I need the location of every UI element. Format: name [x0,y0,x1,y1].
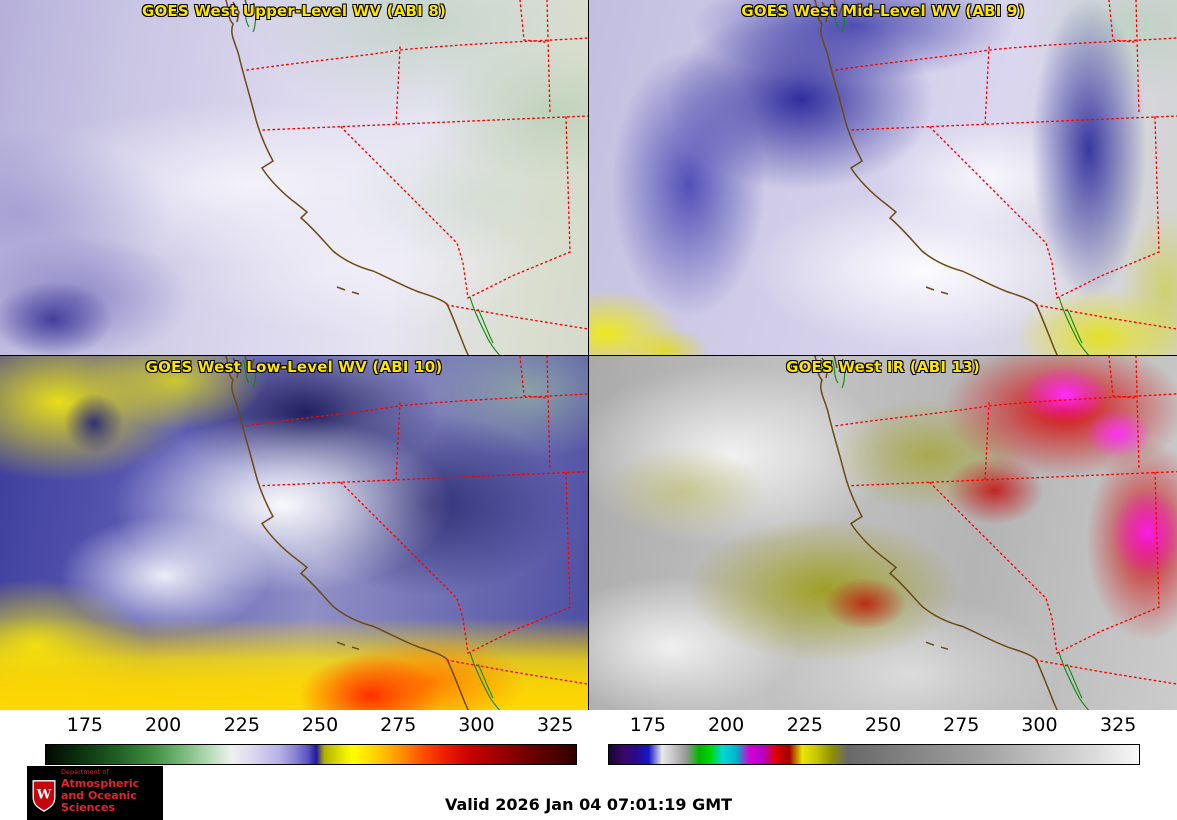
map-boundaries-overlay [0,0,588,355]
crest-letter: W [36,788,52,803]
tick-label: 325 [1100,714,1137,736]
logo-text: Department of Atmospheric and Oceanic Sc… [61,768,159,815]
tick-label: 250 [301,714,339,736]
tick-label: 200 [707,714,745,736]
panel-ir: GOES West IR (ABI 13) [589,356,1177,710]
uw-aos-logo: W Department of Atmospheric and Oceanic … [27,766,163,820]
low-level-wv-imagery [0,356,588,710]
tick-label: 275 [380,714,417,736]
panel-low-level-wv: GOES West Low-Level WV (ABI 10) [0,356,588,710]
panel-title-abi10: GOES West Low-Level WV (ABI 10) [145,358,443,376]
tick-label: 300 [1021,714,1058,736]
tick-label: 175 [66,714,104,736]
panel-title-abi8: GOES West Upper-Level WV (ABI 8) [141,2,447,20]
tick-label: 200 [144,714,182,736]
panel-title-abi13: GOES West IR (ABI 13) [786,358,980,376]
tick-label: 325 [537,714,574,736]
tick-label: 275 [943,714,980,736]
tick-label: 225 [223,714,260,736]
map-boundaries-overlay [589,356,1177,710]
panel-mid-level-wv: GOES West Mid-Level WV (ABI 9) [589,0,1177,355]
ir-colorbar [608,744,1140,765]
upper-level-wv-imagery [0,0,588,355]
logo-name-line1: Atmospheric [61,777,140,791]
logo-dept-line: Department of [61,768,109,776]
wv-colorbar-ticks: 175 200 225 250 275 300 325 [45,714,577,740]
map-boundaries-overlay [589,0,1177,355]
panel-upper-level-wv: GOES West Upper-Level WV (ABI 8) [0,0,588,355]
uw-crest-icon: W [32,780,56,812]
valid-time-label: Valid 2026 Jan 04 07:01:19 GMT [444,795,733,814]
map-boundaries-overlay [0,356,588,710]
quad-panel-grid: GOES West Upper-Level WV (ABI 8) GOES We… [0,0,1177,710]
mid-level-wv-imagery [589,0,1177,355]
ir-imagery [589,356,1177,710]
panel-title-abi9: GOES West Mid-Level WV (ABI 9) [741,2,1025,20]
logo-name-line2: and Oceanic Sciences [61,789,137,815]
ir-colorbar-ticks: 175 200 225 250 275 300 325 [608,714,1140,740]
tick-label: 250 [864,714,902,736]
wv-colorbar [45,744,577,765]
tick-label: 300 [458,714,495,736]
tick-label: 225 [786,714,823,736]
tick-label: 175 [629,714,667,736]
